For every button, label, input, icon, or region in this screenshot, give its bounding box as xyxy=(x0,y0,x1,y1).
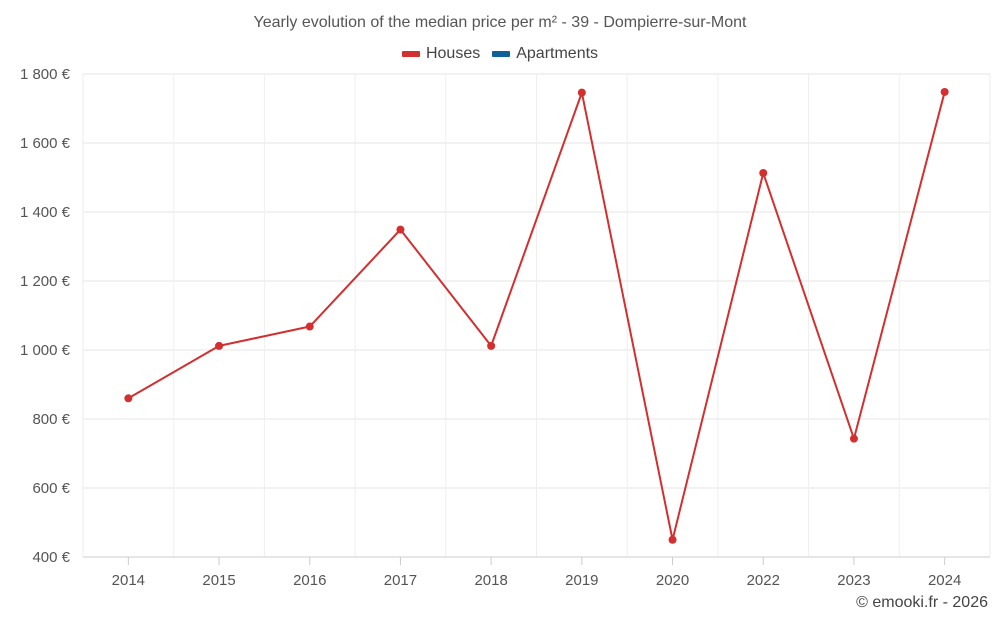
data-point xyxy=(396,225,405,234)
y-tick-label: 1 600 € xyxy=(20,135,71,152)
legend-swatch-apartments xyxy=(492,51,511,57)
data-point xyxy=(124,394,133,403)
y-tick-label: 400 € xyxy=(32,549,70,566)
data-point xyxy=(577,88,586,97)
x-tick-label: 2019 xyxy=(565,572,598,589)
legend-item-apartments[interactable]: Apartments xyxy=(492,45,598,63)
legend-label-apartments: Apartments xyxy=(516,45,599,62)
x-tick-label: 2016 xyxy=(293,572,326,589)
data-point xyxy=(668,535,677,544)
data-point xyxy=(849,434,858,443)
y-tick-label: 600 € xyxy=(32,480,70,497)
legend: Houses Apartments xyxy=(0,45,1000,63)
x-tick-label: 2020 xyxy=(656,572,689,589)
data-point xyxy=(940,87,949,96)
x-tick-label: 2018 xyxy=(474,572,507,589)
data-point xyxy=(487,341,496,350)
x-tick-label: 2022 xyxy=(747,572,780,589)
data-point xyxy=(759,169,768,178)
x-tick-label: 2014 xyxy=(112,572,145,589)
series-line-houses xyxy=(127,91,946,541)
x-tick-label: 2024 xyxy=(928,572,961,589)
y-tick-label: 1 200 € xyxy=(20,273,71,290)
x-tick-label: 2015 xyxy=(202,572,235,589)
y-tick-label: 1 400 € xyxy=(20,204,71,221)
y-tick-label: 1 000 € xyxy=(20,342,71,359)
credit-text: © emooki.fr - 2026 xyxy=(856,594,988,611)
data-point xyxy=(305,322,314,331)
chart-title: Yearly evolution of the median price per… xyxy=(253,14,747,31)
legend-item-houses[interactable]: Houses xyxy=(401,45,481,63)
x-tick-label: 2023 xyxy=(837,572,870,589)
legend-label-houses: Houses xyxy=(425,45,481,62)
data-point xyxy=(215,341,224,350)
legend-swatch-houses xyxy=(401,51,420,57)
x-tick-label: 2017 xyxy=(384,572,417,589)
y-tick-label: 1 800 € xyxy=(20,66,71,83)
y-tick-label: 800 € xyxy=(32,411,70,428)
